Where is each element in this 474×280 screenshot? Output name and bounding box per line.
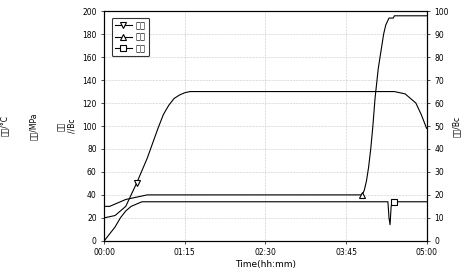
- Text: 稠度
//Bc: 稠度 //Bc: [57, 119, 76, 133]
- Legend: 温度, 稠度, 压力: 温度, 稠度, 压力: [112, 18, 149, 56]
- Y-axis label: 稠度/Bc: 稠度/Bc: [452, 115, 461, 137]
- Text: 压力/MPa: 压力/MPa: [29, 112, 37, 140]
- Text: 温度/°C: 温度/°C: [0, 115, 9, 137]
- X-axis label: Time(hh:mm): Time(hh:mm): [235, 260, 296, 269]
